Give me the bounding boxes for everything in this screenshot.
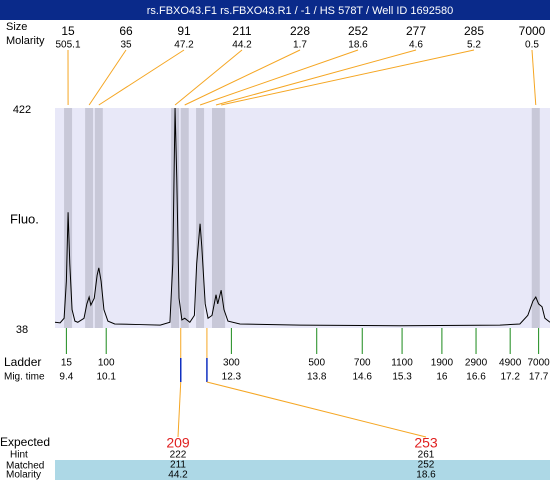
expected-size: 209 (166, 435, 190, 451)
ladder-size: 1900 (431, 358, 454, 369)
peak-molarity: 35 (120, 40, 132, 51)
peak-molarity: 44.2 (232, 40, 252, 51)
matched-label: Matched (6, 461, 44, 472)
header-title: rs.FBXO43.F1 rs.FBXO43.R1 / -1 / HS 578T… (147, 5, 454, 17)
peak-connector (221, 49, 475, 106)
peak-size: 91 (177, 24, 191, 38)
expected-label: Expected (0, 435, 50, 449)
peak-band (85, 108, 94, 328)
peak-band (180, 108, 189, 328)
hint-size: 261 (418, 450, 435, 461)
ladder-size: 7000 (527, 358, 550, 369)
hint-label: Hint (10, 450, 28, 461)
peak-molarity: 47.2 (174, 40, 194, 51)
peak-band (94, 108, 103, 328)
matched-molarity: 18.6 (416, 470, 436, 480)
peak-band (531, 108, 540, 328)
peak-band (196, 108, 205, 328)
molarity-label: Molarity (6, 35, 45, 47)
peak-size: 15 (61, 24, 75, 38)
trace (54, 107, 550, 327)
peak-connector (184, 49, 301, 106)
peak-molarity: 18.6 (348, 40, 368, 51)
peak-connector (88, 49, 127, 106)
matched-band (55, 460, 550, 480)
peak-molarity: 0.5 (525, 40, 539, 51)
ladder-size: 15 (61, 358, 73, 369)
peak-band (171, 108, 180, 328)
peak-size: 211 (232, 24, 251, 38)
peak-size: 66 (119, 24, 133, 38)
ladder-time: 10.1 (96, 372, 116, 383)
peak-size: 277 (406, 24, 426, 38)
peak-connector (98, 49, 185, 106)
plot-area (55, 108, 550, 328)
ladder-time: 9.4 (59, 372, 73, 383)
size-label: Size (6, 21, 27, 33)
peak-molarity: 5.2 (467, 40, 481, 51)
peak-molarity: 505.1 (55, 40, 80, 51)
ladder-time: 17.7 (529, 372, 549, 383)
ladder-label: Ladder (4, 355, 41, 369)
ladder-size: 700 (354, 358, 371, 369)
ladder-time: 16.6 (466, 372, 486, 383)
ladder-size: 4900 (499, 358, 522, 369)
peak-size: 252 (348, 24, 368, 38)
y-tick-label: 38 (16, 324, 28, 336)
ladder-time: 17.2 (500, 372, 520, 383)
peak-molarity: 4.6 (409, 40, 423, 51)
matched-size: 211 (170, 460, 186, 471)
matched-size: 252 (418, 460, 435, 471)
peak-connector (199, 49, 359, 106)
header-bar (0, 0, 550, 20)
ladder-size: 2900 (465, 358, 488, 369)
expected-connector (206, 381, 427, 438)
peak-size: 7000 (519, 24, 546, 38)
y-axis-label: Fluo. (10, 211, 39, 226)
ladder-time: 13.8 (307, 372, 327, 383)
peak-size: 285 (464, 24, 484, 38)
ladder-size: 300 (223, 358, 240, 369)
ladder-size: 500 (308, 358, 325, 369)
expected-size: 253 (414, 435, 438, 451)
peak-band (212, 108, 221, 328)
ladder-size: 1100 (391, 358, 413, 369)
peak-connector (215, 49, 417, 106)
matched-molarity: 44.2 (168, 470, 188, 480)
ladder-time: 16 (436, 372, 448, 383)
expected-connector (177, 381, 182, 438)
y-tick-label: 422 (13, 104, 31, 116)
peak-connector (174, 49, 243, 106)
ladder-time: 12.3 (222, 372, 242, 383)
mig-time-label: Mig. time (4, 372, 45, 383)
expected-molarity-label: Molarity (6, 470, 41, 480)
ladder-size: 100 (98, 358, 115, 369)
ladder-time: 14.6 (353, 372, 373, 383)
hint-size: 222 (170, 450, 187, 461)
peak-connector (531, 49, 537, 106)
peak-size: 228 (290, 24, 310, 38)
peak-band (217, 108, 226, 328)
peak-molarity: 1.7 (293, 40, 307, 51)
ladder-time: 15.3 (392, 372, 412, 383)
